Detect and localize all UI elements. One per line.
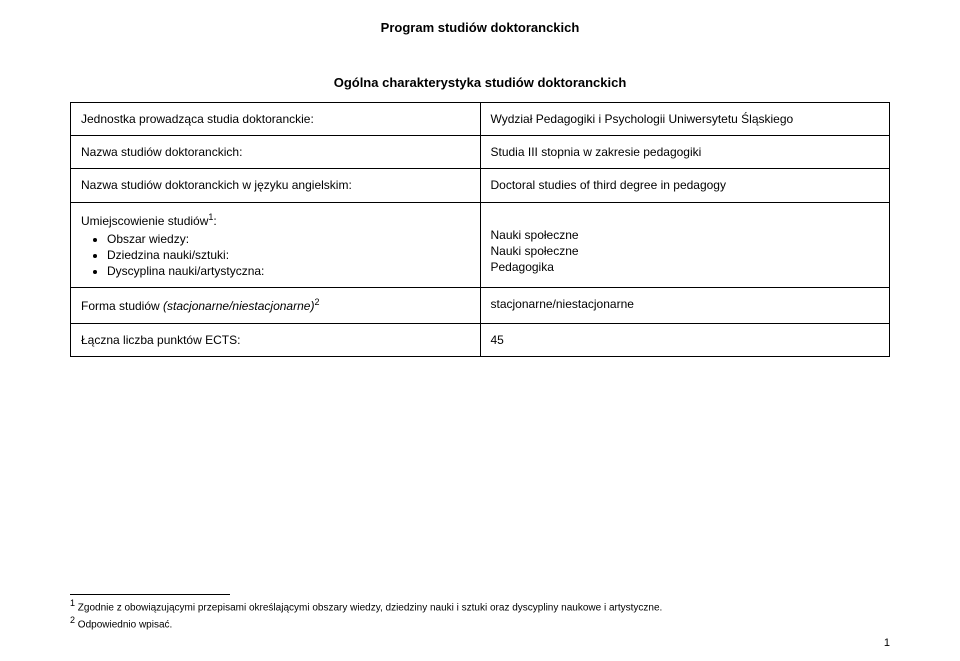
bullet-list: Obszar wiedzy: Dziedzina nauki/sztuki: D… <box>81 231 470 280</box>
value-line: Nauki społeczne <box>491 228 579 242</box>
list-item: Dziedzina nauki/sztuki: <box>107 247 470 263</box>
row-value: 45 <box>480 323 890 356</box>
table-row: Łączna liczba punktów ECTS: 45 <box>71 323 890 356</box>
table-row: Forma studiów (stacjonarne/niestacjonarn… <box>71 288 890 323</box>
table-row: Umiejscowienie studiów1: Obszar wiedzy: … <box>71 202 890 288</box>
footnote-line: 1 Zgodnie z obowiązującymi przepisami ok… <box>70 598 890 614</box>
characteristics-table: Jednostka prowadząca studia doktoranckie… <box>70 102 890 357</box>
value-line: Nauki społeczne <box>491 244 579 258</box>
table-row: Nazwa studiów doktoranckich w języku ang… <box>71 169 890 202</box>
row-label: Nazwa studiów doktoranckich w języku ang… <box>71 169 481 202</box>
footnote-text: Odpowiednio wpisać. <box>75 619 172 630</box>
page-number: 1 <box>884 637 890 649</box>
footnote-ref: 2 <box>314 297 319 307</box>
footnote-text: Zgodnie z obowiązującymi przepisami okre… <box>75 603 662 614</box>
value-line: Pedagogika <box>491 260 554 274</box>
footnote-separator <box>70 594 230 595</box>
row-value: Studia III stopnia w zakresie pedagogiki <box>480 136 890 169</box>
section-title: Ogólna charakterystyka studiów doktoranc… <box>70 75 890 90</box>
row-value: Wydział Pedagogiki i Psychologii Uniwers… <box>480 103 890 136</box>
row-value: Doctoral studies of third degree in peda… <box>480 169 890 202</box>
row-value: stacjonarne/niestacjonarne <box>480 288 890 323</box>
row-label: Łączna liczba punktów ECTS: <box>71 323 481 356</box>
row-label: Umiejscowienie studiów1: Obszar wiedzy: … <box>71 202 481 288</box>
label-prefix: Umiejscowienie studiów <box>81 214 208 228</box>
label-suffix: : <box>213 214 216 228</box>
row-label: Nazwa studiów doktoranckich: <box>71 136 481 169</box>
label-italic: (stacjonarne/niestacjonarne) <box>163 299 314 313</box>
table-row: Jednostka prowadząca studia doktoranckie… <box>71 103 890 136</box>
main-title: Program studiów doktoranckich <box>70 20 890 35</box>
list-item: Obszar wiedzy: <box>107 231 470 247</box>
label-prefix: Forma studiów <box>81 299 163 313</box>
row-label: Jednostka prowadząca studia doktoranckie… <box>71 103 481 136</box>
row-label: Forma studiów (stacjonarne/niestacjonarn… <box>71 288 481 323</box>
table-row: Nazwa studiów doktoranckich: Studia III … <box>71 136 890 169</box>
row-value: Nauki społeczne Nauki społeczne Pedagogi… <box>480 202 890 288</box>
footnotes: 1 Zgodnie z obowiązującymi przepisami ok… <box>70 594 890 631</box>
footnote-line: 2 Odpowiednio wpisać. <box>70 615 890 631</box>
list-item: Dyscyplina nauki/artystyczna: <box>107 263 470 279</box>
